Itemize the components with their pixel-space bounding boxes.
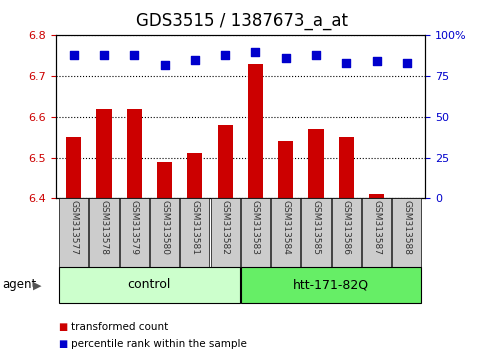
Point xyxy=(403,60,411,66)
FancyBboxPatch shape xyxy=(59,198,88,267)
Text: GSM313585: GSM313585 xyxy=(312,200,321,255)
FancyBboxPatch shape xyxy=(180,198,210,267)
Text: ■: ■ xyxy=(58,322,67,332)
Text: GDS3515 / 1387673_a_at: GDS3515 / 1387673_a_at xyxy=(136,12,347,30)
Point xyxy=(191,57,199,63)
Text: GSM313578: GSM313578 xyxy=(99,200,109,255)
Text: GSM313586: GSM313586 xyxy=(342,200,351,255)
FancyBboxPatch shape xyxy=(89,198,118,267)
Bar xyxy=(309,129,324,198)
Text: ■: ■ xyxy=(58,339,67,349)
Text: GSM313581: GSM313581 xyxy=(190,200,199,255)
FancyBboxPatch shape xyxy=(241,267,421,303)
Bar xyxy=(217,125,233,198)
Bar xyxy=(248,64,263,198)
FancyBboxPatch shape xyxy=(241,198,270,267)
Bar xyxy=(339,137,354,198)
FancyBboxPatch shape xyxy=(392,198,421,267)
Bar xyxy=(127,109,142,198)
Bar xyxy=(278,141,293,198)
Text: GSM313584: GSM313584 xyxy=(281,200,290,255)
FancyBboxPatch shape xyxy=(301,198,330,267)
Bar xyxy=(66,137,81,198)
FancyBboxPatch shape xyxy=(150,198,179,267)
Text: GSM313583: GSM313583 xyxy=(251,200,260,255)
Text: GSM313577: GSM313577 xyxy=(69,200,78,255)
Point xyxy=(130,52,138,58)
Point xyxy=(342,60,350,66)
FancyBboxPatch shape xyxy=(271,198,300,267)
Text: percentile rank within the sample: percentile rank within the sample xyxy=(71,339,247,349)
Point xyxy=(161,62,169,68)
Text: GSM313580: GSM313580 xyxy=(160,200,169,255)
FancyBboxPatch shape xyxy=(211,198,240,267)
Point xyxy=(312,52,320,58)
Text: ▶: ▶ xyxy=(33,281,42,291)
Text: GSM313582: GSM313582 xyxy=(221,200,229,255)
Text: GSM313587: GSM313587 xyxy=(372,200,381,255)
Point xyxy=(252,49,259,55)
Point xyxy=(282,55,290,61)
Bar xyxy=(97,109,112,198)
Text: htt-171-82Q: htt-171-82Q xyxy=(293,279,369,291)
Point xyxy=(70,52,78,58)
Point xyxy=(221,52,229,58)
Point xyxy=(373,59,381,64)
Text: control: control xyxy=(128,279,171,291)
Point xyxy=(100,52,108,58)
Text: transformed count: transformed count xyxy=(71,322,169,332)
Bar xyxy=(369,194,384,198)
FancyBboxPatch shape xyxy=(59,267,240,303)
FancyBboxPatch shape xyxy=(362,198,391,267)
FancyBboxPatch shape xyxy=(332,198,361,267)
Bar xyxy=(187,154,202,198)
Bar xyxy=(157,162,172,198)
Text: GSM313579: GSM313579 xyxy=(130,200,139,255)
Text: agent: agent xyxy=(2,279,37,291)
Text: GSM313588: GSM313588 xyxy=(402,200,412,255)
FancyBboxPatch shape xyxy=(120,198,149,267)
